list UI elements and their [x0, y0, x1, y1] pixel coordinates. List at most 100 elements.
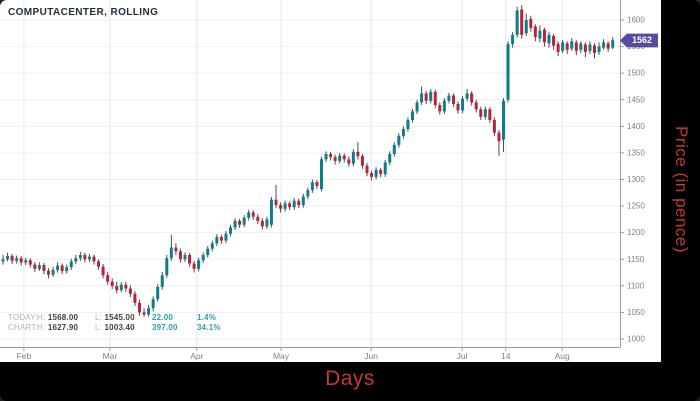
candle-body [365, 165, 369, 174]
y-tick-label: 1250 [627, 202, 645, 211]
candle-body [174, 247, 178, 252]
candle-body [424, 93, 428, 101]
candle-body [533, 26, 537, 38]
candle-body [83, 254, 87, 260]
candle-body [279, 205, 283, 209]
candle-body [283, 203, 287, 209]
candle-body [342, 155, 346, 160]
candle-body [87, 256, 91, 260]
today-low: L: 1545.00 [95, 313, 135, 322]
candle-body [356, 151, 360, 157]
candle-body [310, 182, 314, 191]
y-tick-label: 1600 [627, 16, 645, 25]
candle-body [160, 275, 164, 287]
x-tick-label: Aug [555, 351, 570, 361]
y-tick-label: 1200 [627, 228, 645, 237]
candle-body [74, 258, 78, 262]
y-tick-label: 1150 [627, 255, 645, 264]
candle-body [574, 42, 578, 51]
candle-body [147, 308, 151, 315]
y-tick-label: 1000 [627, 335, 645, 344]
chart-change: 397.00 [152, 323, 178, 332]
candle-body [433, 91, 437, 106]
candle-body [583, 44, 587, 52]
candle-body [329, 153, 333, 158]
candle-body [451, 95, 455, 105]
candle-body [60, 265, 64, 271]
candle-body [92, 256, 96, 262]
candle-body [497, 132, 501, 142]
candle-body [465, 93, 469, 99]
candle-body [233, 220, 237, 228]
candlestick-chart[interactable]: 1600155015001450140013501300125012001150… [0, 0, 661, 362]
candle-body [119, 284, 123, 291]
candle-body [338, 155, 342, 161]
candle-body [238, 220, 242, 225]
y-tick-label: 1500 [627, 69, 645, 78]
candle-body [347, 159, 351, 164]
candle-body [524, 20, 528, 34]
x-tick-label: Mar [103, 351, 118, 361]
candle-body [6, 256, 10, 260]
candle-body [565, 43, 569, 50]
candle-body [56, 265, 60, 270]
candle-body [297, 200, 301, 206]
candle-body [379, 169, 383, 175]
candle-body [374, 169, 378, 177]
candle-body [397, 135, 401, 145]
today-label: TODAY: [8, 313, 38, 322]
candle-body [229, 227, 232, 234]
candle-body [461, 98, 465, 111]
candle-body [42, 265, 46, 271]
candle-body [538, 30, 542, 39]
candle-body [138, 302, 141, 313]
x-tick-label: 14 [501, 351, 511, 361]
candle-body [165, 258, 169, 276]
last-price-badge: 1562 [620, 33, 658, 48]
candle-body [438, 105, 442, 112]
candle-body [301, 196, 305, 206]
x-tick-label: Jun [364, 351, 378, 361]
candle-body [97, 261, 101, 267]
candle-body [556, 43, 560, 52]
candle-body [561, 42, 565, 51]
candle-body [101, 266, 105, 276]
candle-body [611, 40, 615, 48]
candle-body [420, 93, 424, 103]
candle-body [406, 119, 410, 129]
candle-body [515, 10, 519, 35]
candle-body [110, 281, 114, 286]
x-axis-title: Days [325, 367, 375, 390]
candle-body [256, 216, 260, 221]
candle-body [388, 153, 392, 163]
candle-body [579, 43, 583, 50]
candle-body [247, 212, 251, 218]
candle-body [474, 102, 478, 110]
candle-body [169, 247, 173, 259]
candle-body [183, 254, 187, 260]
candle-body [593, 45, 596, 53]
candle-body [520, 9, 524, 35]
y-tick-label: 1300 [627, 175, 645, 184]
candle-body [128, 288, 132, 294]
candle-body [392, 144, 396, 154]
chart-high: H: 1627.90 [37, 323, 79, 332]
candle-body [547, 34, 551, 44]
candle-body [429, 91, 433, 101]
candle-body [401, 128, 405, 136]
stats-row-chart: CHART: H: 1627.90 L: 1003.40 397.00 34.1… [8, 323, 221, 333]
candle-body [588, 44, 592, 51]
candle-body [269, 199, 273, 225]
candle-body [206, 248, 210, 255]
candle-body [597, 46, 601, 52]
candle-body [124, 284, 128, 289]
candle-body [415, 102, 419, 112]
candle-body [47, 270, 50, 275]
y-tick-label: 1100 [627, 281, 645, 290]
x-tick-label: Jul [457, 351, 468, 361]
candle-body [51, 269, 55, 275]
candle-body [320, 159, 323, 190]
candle-body [19, 258, 23, 263]
candle-body [542, 29, 546, 43]
